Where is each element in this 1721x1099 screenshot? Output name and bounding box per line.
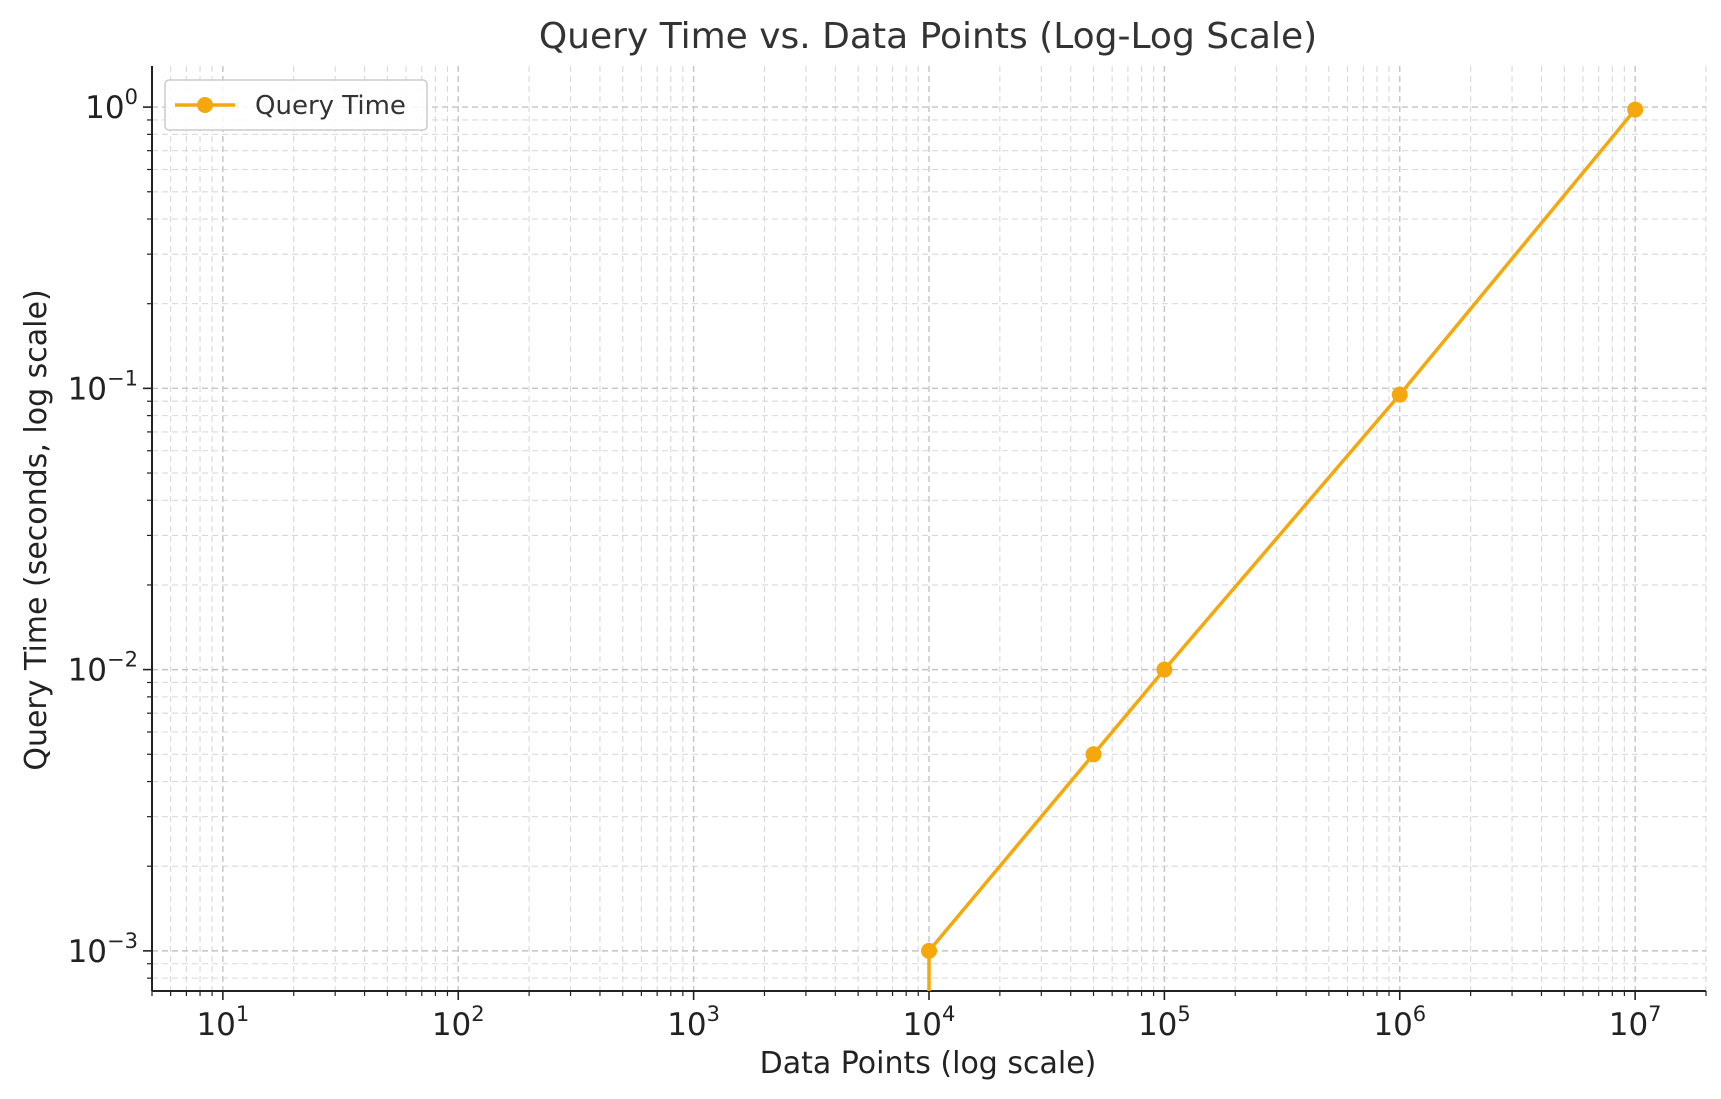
data-point	[1627, 101, 1644, 118]
legend-box	[164, 79, 428, 131]
series-line-query-time	[927, 108, 1637, 991]
major-grid	[152, 66, 1706, 991]
minor-grid	[151, 66, 1707, 991]
x-tick-label: 101	[196, 1002, 249, 1043]
y-axis-ticks: 10−3 10−2 10−1 100	[68, 85, 152, 979]
y-tick-label: 10−3	[68, 929, 138, 970]
y-tick-label: 100	[85, 85, 138, 126]
y-tick-label: 10−1	[68, 366, 138, 407]
legend-marker-sample	[197, 97, 213, 113]
x-tick-label: 105	[1138, 1002, 1191, 1043]
data-point	[1085, 746, 1102, 763]
legend: Query Time	[164, 79, 428, 131]
series-layer	[921, 101, 1644, 991]
data-point	[1391, 386, 1408, 403]
x-tick-label: 102	[432, 1002, 485, 1043]
x-axis-title: Data Points (log scale)	[760, 1046, 1097, 1081]
y-axis-title: Query Time (seconds, log scale)	[19, 289, 54, 770]
data-point	[921, 942, 937, 959]
x-tick-label: 103	[667, 1002, 720, 1043]
x-tick-label: 104	[903, 1002, 956, 1043]
data-point	[1156, 661, 1173, 678]
chart-title: Query Time vs. Data Points (Log-Log Scal…	[539, 16, 1317, 57]
x-tick-label: 106	[1373, 1002, 1426, 1043]
y-tick-label: 10−2	[68, 648, 138, 689]
x-tick-label: 107	[1609, 1002, 1662, 1043]
x-axis-ticks: 101 102 103 104 105 106 107	[151, 991, 1707, 1043]
legend-label: Query Time	[255, 91, 406, 121]
